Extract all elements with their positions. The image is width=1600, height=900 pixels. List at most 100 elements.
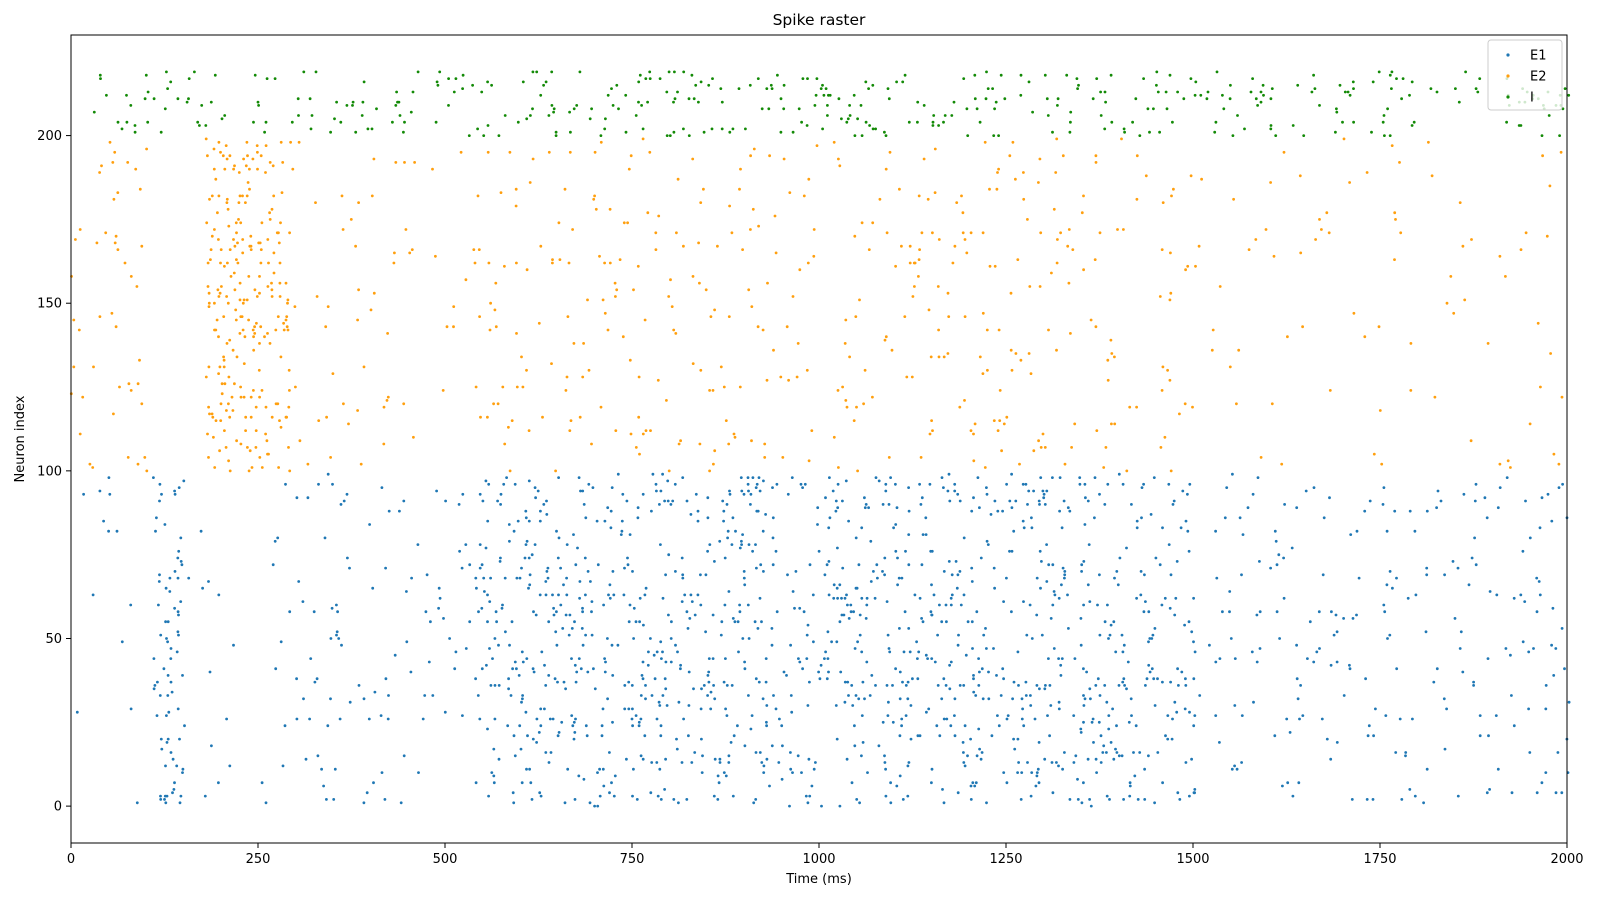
spike-point xyxy=(270,207,274,211)
spike-point xyxy=(854,315,858,318)
spike-point xyxy=(1510,694,1513,697)
spike-point xyxy=(1549,352,1552,355)
spike-point xyxy=(214,419,218,422)
spike-point xyxy=(223,429,226,432)
spike-point xyxy=(310,114,314,117)
spike-point xyxy=(1381,120,1385,124)
spike-point xyxy=(607,593,610,597)
spike-point xyxy=(568,150,572,154)
spike-point xyxy=(1001,509,1004,513)
spike-point xyxy=(765,724,768,728)
spike-point xyxy=(755,482,759,486)
spike-point xyxy=(669,637,673,640)
spike-point xyxy=(863,496,866,500)
spike-point xyxy=(600,724,604,728)
spike-point xyxy=(276,402,280,406)
spike-point xyxy=(904,684,908,687)
spike-point xyxy=(634,114,638,117)
spike-point xyxy=(277,241,281,245)
spike-point xyxy=(815,144,819,148)
spike-point xyxy=(907,627,911,630)
spike-point xyxy=(1088,798,1091,801)
spike-point xyxy=(1024,694,1028,697)
spike-point xyxy=(1010,549,1014,553)
spike-point xyxy=(1152,677,1156,681)
spike-point xyxy=(228,764,232,768)
spike-point xyxy=(943,114,947,117)
spike-point xyxy=(984,627,987,630)
spike-point xyxy=(1002,422,1006,426)
spike-point xyxy=(728,130,732,134)
spike-point xyxy=(1172,499,1176,503)
spike-point xyxy=(181,767,185,771)
spike-point xyxy=(713,308,716,312)
spike-point xyxy=(268,342,272,345)
spike-point xyxy=(482,134,486,138)
spike-point xyxy=(1286,335,1289,339)
spike-point xyxy=(601,707,605,711)
spike-point xyxy=(981,372,985,375)
spike-point xyxy=(92,110,96,114)
spike-point xyxy=(562,680,566,684)
spike-point xyxy=(127,382,131,386)
spike-point xyxy=(832,596,836,600)
spike-point xyxy=(974,694,978,697)
spike-point xyxy=(985,328,989,332)
spike-point xyxy=(201,586,205,590)
spike-point xyxy=(1184,519,1188,523)
spike-point xyxy=(1014,352,1018,355)
spike-point xyxy=(846,680,850,684)
spike-point xyxy=(153,684,157,687)
spike-point xyxy=(382,442,386,446)
spike-point xyxy=(752,147,756,151)
spike-point xyxy=(1557,486,1561,489)
spike-point xyxy=(436,83,440,87)
spike-point xyxy=(279,221,282,225)
spike-point xyxy=(637,720,641,724)
spike-point xyxy=(1398,717,1402,721)
spike-point xyxy=(700,687,703,691)
spike-point xyxy=(1035,576,1039,580)
spike-point xyxy=(478,717,482,721)
spike-point xyxy=(706,496,710,500)
spike-point xyxy=(461,87,464,90)
spike-point xyxy=(1169,573,1173,577)
spike-point xyxy=(521,80,525,84)
spike-point xyxy=(1055,348,1058,352)
spike-point xyxy=(1254,238,1258,241)
spike-point xyxy=(308,97,312,101)
spike-point xyxy=(598,767,601,771)
spike-point xyxy=(92,365,95,369)
spike-point xyxy=(898,627,901,630)
spike-point xyxy=(1519,593,1523,597)
spike-point xyxy=(1106,358,1110,362)
spike-point xyxy=(549,751,553,754)
spike-point xyxy=(1452,311,1456,315)
x-axis-ticks: 0 250 500 750 1000 1250 1500 1750 2000 xyxy=(67,843,1584,867)
spike-point xyxy=(239,395,243,399)
spike-point xyxy=(1082,194,1085,198)
spike-point xyxy=(973,784,977,788)
spike-point xyxy=(940,476,944,479)
spike-point xyxy=(1057,657,1060,660)
spike-point xyxy=(88,462,92,466)
spike-point xyxy=(825,677,829,681)
spike-point xyxy=(950,114,954,117)
spike-point xyxy=(727,442,731,446)
spike-point xyxy=(98,489,102,493)
spike-point xyxy=(985,801,988,805)
spike-point xyxy=(279,355,283,359)
spike-point xyxy=(708,543,712,546)
spike-point xyxy=(808,563,812,567)
spike-point xyxy=(953,489,957,493)
spike-point xyxy=(380,771,384,774)
spike-point xyxy=(563,187,567,191)
spike-point xyxy=(1010,472,1013,476)
spike-point xyxy=(687,704,691,707)
spike-point xyxy=(606,697,609,701)
spike-point xyxy=(98,171,101,174)
spike-point xyxy=(1335,630,1339,634)
spike-point xyxy=(443,710,447,714)
spike-point xyxy=(762,479,765,483)
spike-point xyxy=(136,382,140,386)
